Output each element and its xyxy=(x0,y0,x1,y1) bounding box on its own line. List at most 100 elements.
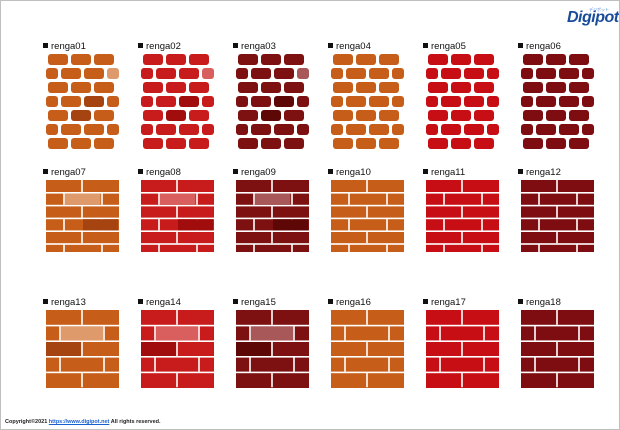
brick xyxy=(546,110,566,121)
brick xyxy=(546,54,566,65)
mortar-joint xyxy=(578,356,580,372)
brick xyxy=(156,124,176,135)
brick xyxy=(356,138,376,149)
tile-label: renga16 xyxy=(328,297,371,308)
brick xyxy=(202,68,214,79)
brick-tile: renga18 xyxy=(518,297,608,388)
brick xyxy=(238,138,258,149)
mortar-joint xyxy=(249,325,251,341)
bullet-square-icon xyxy=(43,169,48,174)
brick xyxy=(428,138,448,149)
logo-text: Digipot xyxy=(567,9,619,26)
mortar-joint xyxy=(483,325,485,341)
brick xyxy=(156,68,176,79)
brick xyxy=(48,110,68,121)
brick-tile: renga03 xyxy=(233,41,323,149)
mortar-line xyxy=(236,324,309,327)
mortar-joint xyxy=(366,372,368,388)
tile-label-text: renga03 xyxy=(241,41,276,52)
bullet-square-icon xyxy=(233,169,238,174)
brick xyxy=(238,110,258,121)
digipot-logo: デジポット Digipot xyxy=(567,7,619,33)
brick xyxy=(48,82,68,93)
mortar-line xyxy=(426,324,499,327)
mortar-line xyxy=(46,192,119,194)
tile-label: renga02 xyxy=(138,41,181,52)
mortar-joint xyxy=(366,310,368,325)
mortar-line xyxy=(426,243,499,245)
brick xyxy=(428,54,448,65)
brick xyxy=(536,124,556,135)
brick-wall-graphic xyxy=(141,180,214,252)
mortar-joint xyxy=(576,218,578,231)
mortar-line xyxy=(46,230,119,232)
mortar-joint xyxy=(556,231,558,244)
brick-tile: renga14 xyxy=(138,297,228,388)
tile-label-text: renga10 xyxy=(336,167,371,178)
mortar-joint xyxy=(576,192,578,205)
mortar-joint xyxy=(344,325,346,341)
site-link[interactable]: https://www.digipot.net xyxy=(48,419,110,425)
mortar-joint xyxy=(481,218,483,231)
brick xyxy=(523,138,543,149)
mortar-joint xyxy=(81,205,83,218)
mortar-joint xyxy=(176,231,178,244)
brick xyxy=(189,138,209,149)
brick xyxy=(536,96,556,107)
mortar-line xyxy=(426,356,499,358)
mortar-joint xyxy=(481,192,483,205)
mortar-joint xyxy=(461,180,463,192)
mortar-line xyxy=(46,217,119,220)
mortar-line xyxy=(331,230,404,232)
brick xyxy=(46,96,58,107)
brick xyxy=(559,96,579,107)
brick xyxy=(426,96,438,107)
brick xyxy=(251,124,271,135)
brick xyxy=(48,138,68,149)
mortar-joint xyxy=(63,192,65,205)
mortar-line xyxy=(236,192,309,194)
brick xyxy=(166,82,186,93)
tile-label: renga09 xyxy=(233,167,276,178)
brick-wall-graphic xyxy=(46,180,119,252)
brick-highlight xyxy=(61,326,103,341)
brick xyxy=(71,54,91,65)
mortar-joint xyxy=(556,180,558,192)
mortar-joint xyxy=(344,356,346,372)
mortar-line xyxy=(141,192,214,194)
brick-tile: renga17 xyxy=(423,297,513,388)
brick xyxy=(333,110,353,121)
mortar-joint xyxy=(81,341,83,356)
mortar-joint xyxy=(81,372,83,388)
mortar-joint xyxy=(271,205,273,218)
tile-label-text: renga05 xyxy=(431,41,466,52)
mortar-joint xyxy=(176,310,178,325)
brick xyxy=(71,138,91,149)
brick-tile: renga08 xyxy=(138,167,228,257)
brick xyxy=(189,82,209,93)
brick-highlight xyxy=(156,326,198,341)
brick-tile: renga06 xyxy=(518,41,608,149)
brick xyxy=(166,138,186,149)
brick-tile: renga15 xyxy=(233,297,323,388)
bullet-square-icon xyxy=(328,169,333,174)
brick xyxy=(297,68,309,79)
bullet-square-icon xyxy=(518,169,523,174)
brick xyxy=(474,110,494,121)
brick xyxy=(369,68,389,79)
brick xyxy=(451,110,471,121)
mortar-joint xyxy=(291,192,293,205)
mortar-joint xyxy=(538,244,540,252)
brick xyxy=(107,124,119,135)
brick xyxy=(559,124,579,135)
brick xyxy=(582,96,594,107)
brick xyxy=(156,96,176,107)
rights-text: All rights reserved. xyxy=(109,419,161,425)
mortar-joint xyxy=(196,244,198,252)
tile-label: renga06 xyxy=(518,41,561,52)
tile-label: renga18 xyxy=(518,297,561,308)
brick-wall-graphic xyxy=(331,54,404,149)
bullet-square-icon xyxy=(328,43,333,48)
mortar-joint xyxy=(176,341,178,356)
